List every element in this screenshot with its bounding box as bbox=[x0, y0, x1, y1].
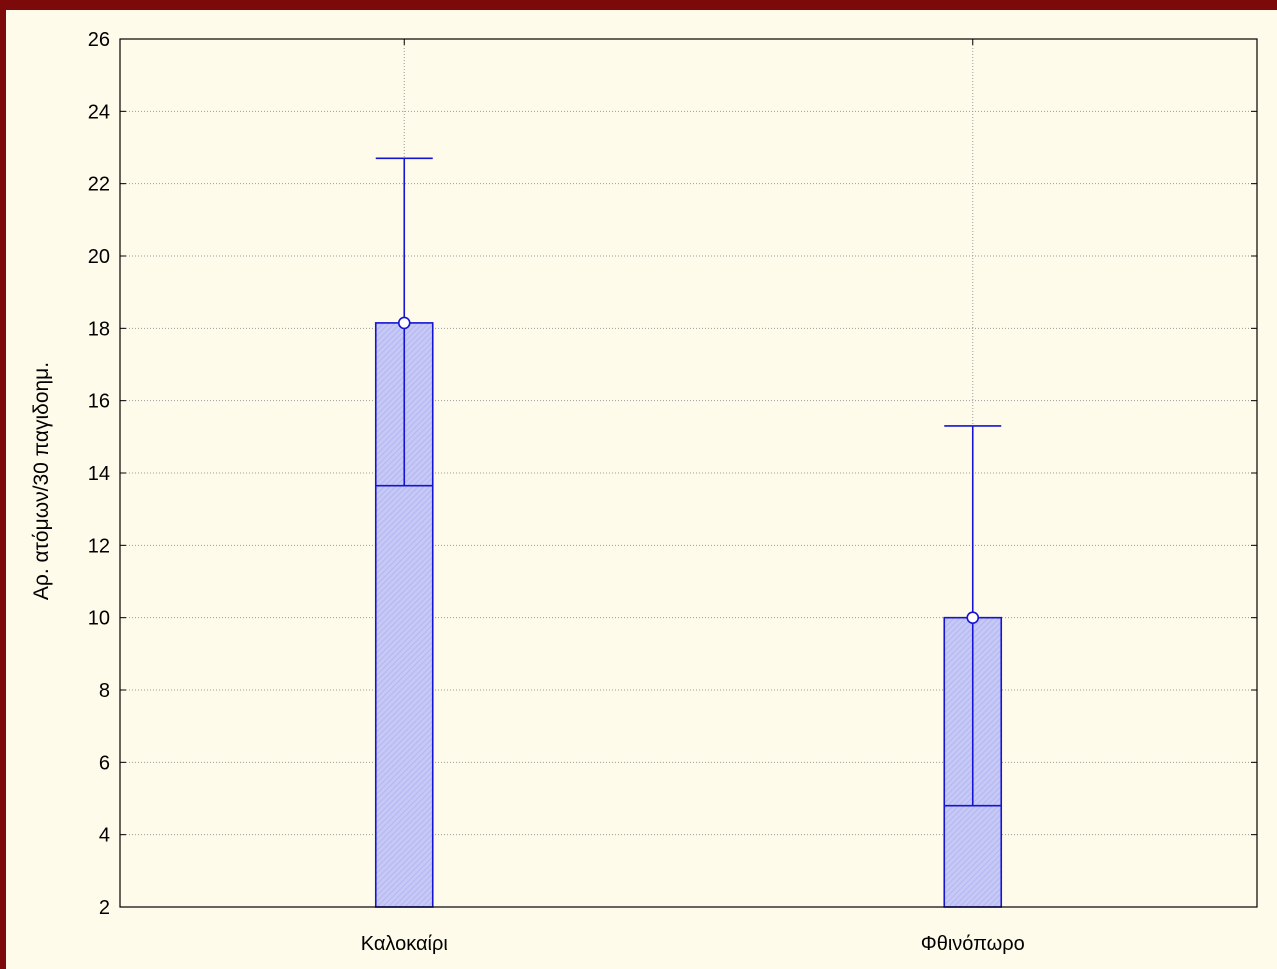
mean-marker bbox=[966, 611, 980, 624]
y-tick-label: 10 bbox=[88, 608, 110, 630]
y-tick-label: 8 bbox=[99, 680, 110, 702]
box-group bbox=[374, 157, 434, 908]
y-tick-label: 2 bbox=[99, 897, 110, 919]
y-tick-label: 22 bbox=[88, 174, 110, 196]
y-tick-label: 12 bbox=[88, 535, 110, 557]
y-tick-label: 14 bbox=[88, 463, 110, 485]
y-tick-label: 6 bbox=[99, 752, 110, 774]
y-tick-label: 16 bbox=[88, 391, 110, 413]
grid-lines bbox=[120, 39, 1257, 907]
x-tick-label: Φθινόπωρο bbox=[921, 933, 1025, 955]
boxes bbox=[374, 157, 1003, 908]
y-tick-label: 4 bbox=[99, 825, 110, 847]
y-tick-label: 26 bbox=[88, 29, 110, 51]
box-group bbox=[943, 425, 1003, 908]
mean-marker bbox=[397, 316, 411, 330]
y-tick-label: 20 bbox=[88, 246, 110, 268]
x-tick-label: Καλοκαίρι bbox=[361, 933, 448, 955]
plot-area-border bbox=[119, 38, 1258, 908]
y-tick-label: 24 bbox=[88, 101, 110, 123]
chart-frame: 2 4 6 8 10 12 14 16 18 20 22 24 26 Καλοκαίρι Φθινόπωρο… bbox=[6, 10, 1277, 969]
y-axis-label: Αρ. ατόμων/30 παγιδοημ. bbox=[30, 362, 53, 600]
y-tick-label: 18 bbox=[88, 318, 110, 340]
